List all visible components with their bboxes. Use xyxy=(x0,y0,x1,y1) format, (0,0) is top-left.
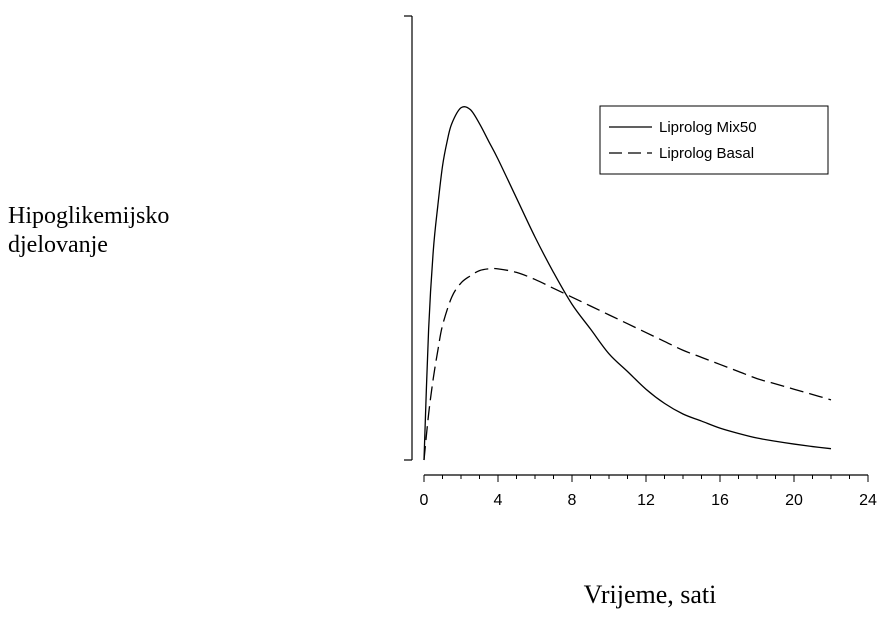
x-tick-label: 16 xyxy=(711,492,729,509)
series-line-basal xyxy=(423,267,832,461)
x-tick-label: 4 xyxy=(494,492,503,509)
legend: Liprolog Mix50 Liprolog Basal xyxy=(599,105,829,175)
x-tick-label: 20 xyxy=(785,492,803,509)
y-axis-label-line-1: Hipoglikemijsko xyxy=(8,203,169,229)
series-group xyxy=(423,105,832,461)
x-axis-label: Vrijeme, sati xyxy=(584,580,717,609)
y-axis-label-line-2: djelovanje xyxy=(8,232,108,258)
x-axis-tick-labels: 0 4 8 12 16 20 24 xyxy=(420,492,877,509)
x-tick-label: 0 xyxy=(420,492,429,509)
legend-box xyxy=(599,105,829,175)
x-tick-label: 8 xyxy=(568,492,577,509)
x-axis-ticks xyxy=(423,475,869,482)
legend-label-basal: Liprolog Basal xyxy=(659,145,754,162)
x-tick-label: 12 xyxy=(637,492,655,509)
series-line-mix50 xyxy=(423,105,832,461)
x-tick-label: 24 xyxy=(859,492,877,509)
legend-label-mix50: Liprolog Mix50 xyxy=(659,119,757,136)
